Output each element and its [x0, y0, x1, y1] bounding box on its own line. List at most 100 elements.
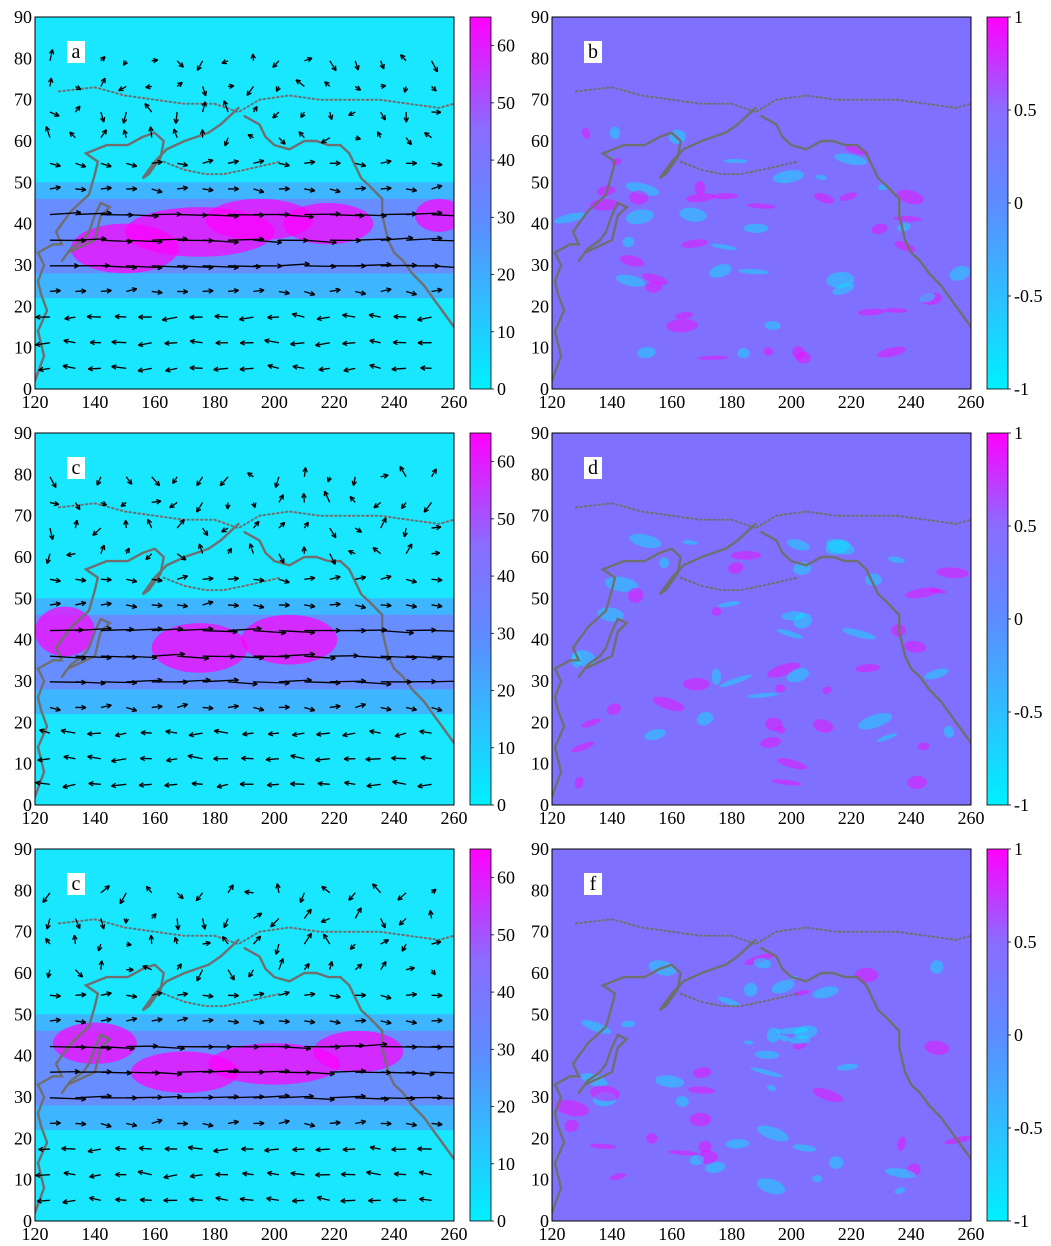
x-tick-label: 220 — [321, 392, 348, 412]
anomaly-eddy — [776, 629, 803, 639]
anomaly-eddy — [928, 588, 947, 594]
anomaly-eddy — [666, 319, 699, 333]
x-tick-label: 260 — [441, 1224, 468, 1244]
anomaly-eddy — [907, 775, 927, 790]
y-tick-label: 60 — [14, 963, 32, 983]
wind-vectors — [35, 883, 454, 1205]
panel-label: a — [72, 41, 81, 63]
anomaly-eddy — [711, 243, 737, 251]
anomaly-eddy — [766, 1027, 781, 1043]
y-tick-label: 90 — [531, 839, 549, 859]
anomaly-eddy — [688, 1086, 715, 1094]
x-tick-label: 120 — [539, 392, 566, 412]
colorbar-tick-label: -1 — [1014, 795, 1029, 815]
anomaly-eddy — [689, 1112, 712, 1127]
panel-label-box — [67, 41, 85, 63]
colorbar-tick-label: 0 — [497, 379, 506, 399]
y-tick-label: 70 — [14, 90, 32, 110]
y-tick-label: 70 — [531, 922, 549, 942]
panel-label: d — [588, 457, 598, 479]
anomaly-eddy — [646, 1133, 658, 1144]
y-tick-label: 10 — [531, 754, 549, 774]
coastlines — [552, 86, 971, 382]
x-tick-label: 180 — [201, 392, 228, 412]
anomaly-eddy — [812, 719, 834, 733]
anomaly-eddy — [719, 674, 753, 688]
anomaly-eddy — [730, 551, 762, 560]
y-tick-label: 0 — [23, 795, 32, 815]
anomaly-eddy — [682, 540, 698, 545]
coastlines — [552, 502, 971, 798]
anomaly-eddy — [711, 607, 722, 616]
y-tick-label: 70 — [531, 506, 549, 526]
anomaly-eddy — [775, 684, 786, 693]
anomaly-eddy — [621, 1020, 636, 1028]
y-tick-label: 90 — [531, 423, 549, 443]
anomaly-eddy — [829, 1156, 844, 1169]
y-tick-label: 40 — [531, 1046, 549, 1066]
anomaly-eddy — [581, 127, 591, 139]
y-tick-label: 30 — [14, 1087, 32, 1107]
y-tick-label: 0 — [540, 1211, 549, 1231]
anomaly-eddy — [589, 1143, 617, 1150]
y-tick-label: 0 — [23, 1211, 32, 1231]
x-tick-label: 220 — [838, 1224, 865, 1244]
y-tick-label: 40 — [531, 630, 549, 650]
anomaly-eddy — [888, 556, 905, 564]
anomaly-eddy — [764, 320, 781, 330]
x-tick-label: 120 — [22, 808, 49, 828]
y-tick-label: 60 — [14, 131, 32, 151]
y-tick-label: 90 — [14, 423, 32, 443]
panel-label-box — [584, 457, 602, 479]
x-tick-label: 200 — [261, 392, 288, 412]
anomaly-eddy — [796, 351, 811, 364]
anomaly-eddy — [609, 126, 621, 140]
anomaly-eddy — [907, 1163, 921, 1176]
anomaly-eddy — [692, 1067, 712, 1078]
anomaly-eddy — [659, 557, 670, 569]
colorbar-tick-label: -1 — [1014, 379, 1029, 399]
anomaly-eddy — [775, 1027, 809, 1034]
anomaly-eddy — [894, 1187, 906, 1194]
anomaly-eddy — [930, 960, 944, 974]
colorbar-tick-label: -0.5 — [1014, 702, 1043, 722]
anomaly-eddy — [904, 640, 927, 653]
anomaly-eddy — [717, 996, 740, 1007]
anomaly-eddy — [897, 1136, 906, 1151]
colorbar-tick-label: 50 — [497, 925, 515, 945]
x-tick-label: 160 — [658, 392, 685, 412]
colorbar-tick-label: 60 — [497, 452, 515, 472]
y-tick-label: 20 — [14, 1128, 32, 1148]
anomaly-eddy — [883, 308, 908, 313]
anomaly-eddy — [675, 311, 694, 320]
anomaly-eddy — [744, 952, 775, 965]
anomaly-eddy — [629, 190, 649, 205]
x-tick-label: 160 — [141, 1224, 168, 1244]
anomaly-eddy — [683, 678, 710, 691]
anomaly-eddy — [917, 742, 930, 751]
y-tick-label: 20 — [531, 712, 549, 732]
colorbar-tick-label: 40 — [497, 982, 515, 1002]
anomaly-eddy — [771, 779, 802, 786]
colorbar-tick-label: 0 — [1014, 609, 1023, 629]
y-tick-label: 10 — [531, 1170, 549, 1190]
y-tick-label: 50 — [14, 588, 32, 608]
y-tick-label: 10 — [14, 754, 32, 774]
y-tick-label: 50 — [14, 1004, 32, 1024]
anomaly-eddy — [629, 533, 662, 549]
anomaly-eddy — [644, 728, 666, 741]
x-tick-label: 240 — [381, 392, 408, 412]
anomaly-eddy — [554, 212, 587, 224]
x-tick-label: 120 — [22, 1224, 49, 1244]
y-tick-label: 20 — [14, 712, 32, 732]
anomaly-eddy — [786, 668, 809, 683]
colorbar-tick-label: 60 — [497, 868, 515, 888]
field-background — [552, 433, 971, 805]
anomaly-eddy — [689, 1155, 705, 1166]
colorbar-tick-label: 50 — [497, 93, 515, 113]
x-tick-label: 240 — [898, 1224, 925, 1244]
y-tick-label: 20 — [531, 296, 549, 316]
anomaly-eddy — [743, 223, 769, 233]
panel-label: c — [72, 457, 81, 479]
colorbar-tick-label: 0 — [497, 1211, 506, 1231]
